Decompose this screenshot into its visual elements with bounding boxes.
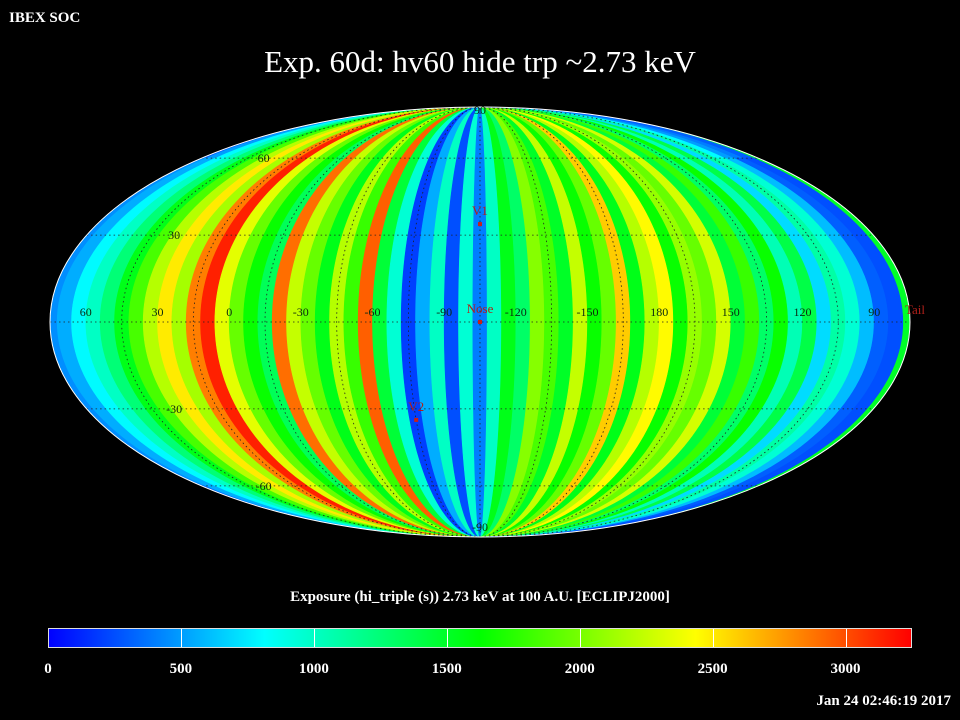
exposure-strips: [50, 107, 910, 537]
longitude-label: -150: [577, 305, 599, 319]
meridian-line: [407, 107, 481, 537]
marker-v1-label: V1: [472, 203, 488, 218]
longitude-label: 150: [722, 305, 740, 319]
colorbar-tick: [180, 629, 182, 647]
meridian-line: [336, 107, 481, 537]
meridian-line: [479, 107, 696, 537]
markers: V1 Nose V2 Tail: [408, 203, 925, 422]
marker-tail-label: Tail: [905, 302, 925, 317]
longitude-label: 90: [868, 305, 880, 319]
graticule-labels: 60 30 0 -30 -60 -90 -120 -150 180 150 120 90 90 60 30 -…: [80, 103, 880, 534]
colorbar-tick: [313, 629, 315, 647]
latitude-label: 30: [168, 228, 180, 242]
colorbar-tick: [712, 629, 714, 647]
longitude-label: -90: [436, 305, 452, 319]
colorbar-tick-label: 3000: [830, 661, 861, 677]
meridian-line: [479, 107, 553, 537]
latitude-label: -90: [472, 520, 488, 534]
meridian-line: [192, 107, 481, 537]
chart-title: Exp. 60d: hv60 hide trp ~2.73 keV: [264, 44, 696, 79]
longitude-label: 30: [152, 305, 164, 319]
longitude-label: 0: [226, 305, 232, 319]
latitude-label: -30: [166, 402, 182, 416]
exposure-strip: [744, 157, 904, 487]
marker-nose-point: [478, 320, 482, 324]
latitude-label: -60: [256, 479, 272, 493]
longitude-label: -30: [293, 305, 309, 319]
colorbar-tick: [845, 629, 847, 647]
colorbar-tick-label: 1500: [431, 661, 462, 677]
latitude-label: 60: [258, 151, 270, 165]
longitude-label: -60: [365, 305, 381, 319]
timestamp: Jan 24 02:46:19 2017: [816, 693, 951, 709]
marker-v2-point: [414, 417, 419, 422]
marker-v1-point: [478, 222, 482, 227]
longitude-label: 120: [794, 305, 812, 319]
meridian-line: [121, 107, 481, 537]
colorbar-title: Exposure (hi_triple (s)) 2.73 keV at 100…: [290, 589, 670, 605]
sky-map: 60 30 0 -30 -60 -90 -120 -150 180 150 120 90 90 60 30 -…: [49, 103, 925, 538]
colorbar-tick: [446, 629, 448, 647]
colorbar-tick-label: 2500: [697, 661, 728, 677]
meridian-line: [264, 107, 481, 537]
longitude-label: 180: [650, 305, 668, 319]
colorbar-tick-label: 0: [44, 661, 52, 677]
marker-nose-label: Nose: [467, 301, 494, 316]
longitude-label: 60: [80, 305, 92, 319]
map-outline: [49, 106, 911, 538]
meridian-line: [479, 107, 839, 537]
colorbar-tick: [579, 629, 581, 647]
colorbar-tick-label: 500: [169, 661, 193, 677]
corner-label: IBEX SOC: [9, 10, 81, 26]
latitude-label: 90: [474, 103, 486, 117]
longitude-label: -120: [505, 305, 527, 319]
meridian-line: [479, 107, 768, 537]
colorbar: [48, 628, 912, 648]
marker-v2-label: V2: [408, 399, 424, 414]
colorbar-tick-label: 1000: [298, 661, 329, 677]
meridian-line: [479, 107, 624, 537]
colorbar-tick-label: 2000: [564, 661, 595, 677]
